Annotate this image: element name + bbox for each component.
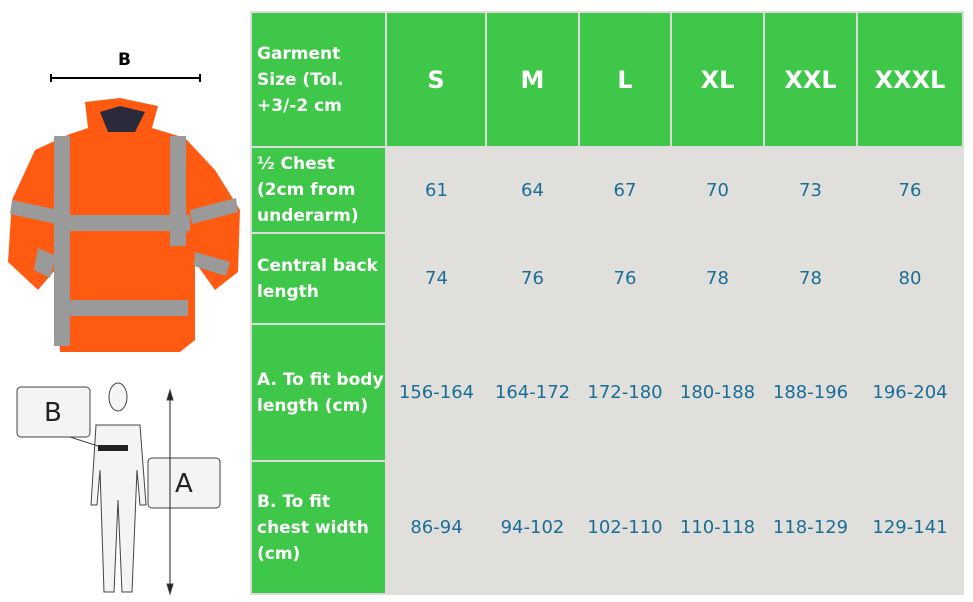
table-cell: 102-110 bbox=[587, 517, 663, 538]
table-cell: 156-164 bbox=[398, 382, 475, 403]
table-row: A. To fit body length (cm) 156-164 164-1… bbox=[250, 323, 963, 462]
header-label: Garment Size (Tol. +3/-2 cm bbox=[250, 11, 387, 148]
body-figure-diagram bbox=[16, 382, 221, 596]
table-cell: 76 bbox=[521, 268, 544, 289]
table-cell: 80 bbox=[898, 268, 922, 289]
row-label: Central back length bbox=[250, 232, 387, 325]
table-row: Central back length 74 76 76 78 78 80 bbox=[250, 232, 963, 325]
chest-width-measure-line bbox=[50, 74, 201, 82]
table-cell: 61 bbox=[425, 180, 448, 201]
table-cell: 64 bbox=[521, 180, 544, 201]
table-cell: 70 bbox=[706, 180, 729, 201]
table-cell: 188-196 bbox=[772, 382, 849, 403]
size-header: M bbox=[485, 11, 580, 148]
table-cell: 129-141 bbox=[872, 517, 948, 538]
row-label: B. To fit chest width (cm) bbox=[250, 460, 387, 595]
table-cell: 86-94 bbox=[410, 517, 463, 538]
table-cell: 164-172 bbox=[494, 382, 571, 403]
table-cell: 94-102 bbox=[500, 517, 565, 538]
jacket-and-figure-illustration bbox=[8, 74, 240, 596]
table-cell: 172-180 bbox=[587, 382, 663, 403]
hi-vis-jacket-image bbox=[8, 98, 240, 352]
size-header: XL bbox=[670, 11, 765, 148]
table-cell: 196-204 bbox=[872, 382, 948, 403]
table-cell: 73 bbox=[799, 180, 822, 201]
table-cell: 76 bbox=[898, 180, 922, 201]
table-header-row: Garment Size (Tol. +3/-2 cm S M L XL XXL… bbox=[250, 11, 964, 148]
table-cell: 180-188 bbox=[679, 382, 756, 403]
size-header: XXXL bbox=[856, 11, 964, 148]
table-cell: 110-118 bbox=[679, 517, 756, 538]
table-cell: 78 bbox=[799, 268, 822, 289]
row-label: ½ Chest (2cm from underarm) bbox=[250, 146, 387, 234]
figure-label-b: B bbox=[44, 398, 62, 428]
table-cell: 74 bbox=[425, 268, 448, 289]
jacket-width-label: B bbox=[118, 50, 131, 70]
size-chart-table: Garment Size (Tol. +3/-2 cm S M L XL XXL… bbox=[250, 11, 964, 595]
row-label: A. To fit body length (cm) bbox=[250, 323, 387, 462]
figure-label-a: A bbox=[175, 469, 193, 499]
table-cell: 76 bbox=[613, 268, 637, 289]
table-cell: 78 bbox=[706, 268, 729, 289]
size-header: S bbox=[385, 11, 487, 148]
size-header: L bbox=[578, 11, 672, 148]
table-cell: 118-129 bbox=[772, 517, 849, 538]
table-row: B. To fit chest width (cm) 86-94 94-102 … bbox=[250, 460, 963, 595]
table-row: ½ Chest (2cm from underarm) 61 64 67 70 … bbox=[250, 146, 963, 234]
table-cell: 67 bbox=[613, 180, 637, 201]
size-header: XXL bbox=[763, 11, 858, 148]
illustration-panel: B B A bbox=[0, 0, 250, 602]
